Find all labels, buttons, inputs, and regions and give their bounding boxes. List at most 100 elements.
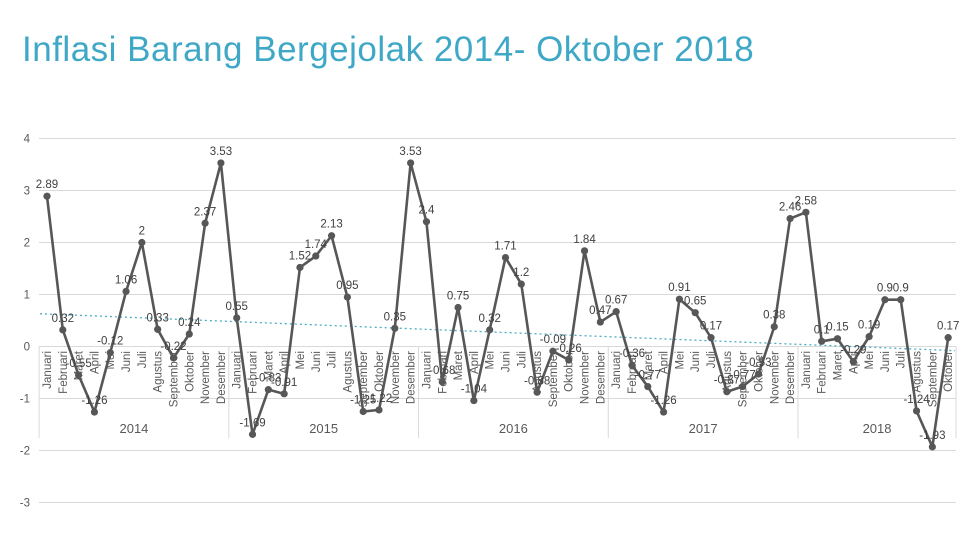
data-label: 0.24 <box>178 317 201 329</box>
data-label: -0.22 <box>160 341 186 353</box>
data-label: -1.26 <box>81 395 107 407</box>
data-point-marker <box>59 326 67 334</box>
month-label: Mei <box>295 351 307 370</box>
data-point-marker <box>217 159 225 167</box>
data-point-marker <box>754 370 763 378</box>
month-label: September <box>168 351 180 407</box>
inflation-series-line <box>45 161 950 449</box>
month-label: April <box>89 351 101 374</box>
data-point-marker <box>185 330 193 338</box>
data-point-marker <box>422 218 431 226</box>
month-label: April <box>659 351 671 374</box>
month-label: Desember <box>216 351 228 404</box>
year-label: 2017 <box>689 421 718 436</box>
month-label: Juni <box>500 351 512 372</box>
data-point-marker <box>612 308 620 316</box>
data-label: -1.24 <box>903 394 930 406</box>
month-label: Januari <box>42 351 54 389</box>
data-label: 0.1 <box>814 324 830 336</box>
data-label: -1.26 <box>650 395 676 407</box>
y-tick-label: 1 <box>24 290 30 302</box>
month-label: Maret <box>453 350 465 380</box>
y-tick-label: -1 <box>20 394 30 406</box>
month-label: Juli <box>137 351 149 368</box>
data-label: -1.25 <box>350 395 376 407</box>
data-point-marker <box>897 296 905 304</box>
data-point-marker <box>169 354 178 362</box>
y-tick-label: -2 <box>20 446 30 458</box>
data-point-marker <box>549 347 557 355</box>
data-label: -0.68 <box>429 365 455 377</box>
data-label: -0.77 <box>635 370 661 382</box>
month-label: November <box>769 351 781 404</box>
month-label: Juli <box>327 351 339 368</box>
data-point-marker <box>75 371 83 379</box>
data-point-marker <box>659 408 668 416</box>
data-label: 2.13 <box>320 219 342 231</box>
data-point-marker <box>818 337 826 345</box>
data-label: 0.95 <box>336 280 358 292</box>
data-point-marker <box>454 303 462 312</box>
month-label: Juli <box>896 351 908 368</box>
data-label: -0.77 <box>730 370 756 382</box>
data-label: 2.89 <box>36 179 58 191</box>
month-label: Oktober <box>374 351 386 392</box>
year-label: 2014 <box>119 421 148 436</box>
data-point-marker <box>122 287 130 295</box>
data-point-marker <box>486 326 494 334</box>
month-label: Mei <box>485 351 497 370</box>
data-label: 1.71 <box>494 241 516 253</box>
gridlines <box>39 138 956 503</box>
data-point-marker <box>865 333 873 341</box>
month-label: Maret <box>263 350 275 380</box>
data-point-marker <box>928 443 936 451</box>
data-point-marker <box>233 314 241 322</box>
data-point-marker <box>391 324 399 332</box>
data-point-marker <box>739 382 747 391</box>
data-label: -0.88 <box>524 375 550 387</box>
data-point-marker <box>438 378 446 386</box>
data-points <box>43 159 952 451</box>
data-label: 0.17 <box>937 321 959 333</box>
month-label: Mei <box>864 351 876 370</box>
month-label: Januari <box>611 351 623 389</box>
data-label: 0.47 <box>589 305 611 317</box>
data-point-marker <box>786 214 794 223</box>
data-label: -1.22 <box>366 393 392 405</box>
data-label: -0.55 <box>66 358 92 370</box>
month-label: Desember <box>785 351 797 404</box>
data-point-marker <box>201 219 209 227</box>
data-point-marker <box>596 318 604 326</box>
data-point-marker <box>833 335 842 343</box>
month-label: Agustus <box>912 351 924 393</box>
data-label: 0.35 <box>384 311 406 323</box>
data-label: -0.26 <box>556 343 582 355</box>
data-label: -0.29 <box>840 345 866 357</box>
data-point-marker <box>43 192 51 200</box>
data-label: 1.52 <box>289 250 311 262</box>
month-label: April <box>469 351 481 374</box>
month-label: Juni <box>311 351 323 372</box>
data-label: -0.87 <box>714 375 740 387</box>
data-label: 0.32 <box>478 313 500 325</box>
data-point-marker <box>296 263 304 272</box>
data-label: -1.69 <box>239 417 265 429</box>
data-point-marker <box>375 406 383 414</box>
data-label: 2.37 <box>194 206 216 218</box>
month-label: Desember <box>595 351 607 404</box>
data-label: -1.04 <box>461 384 488 396</box>
month-label: November <box>580 351 592 404</box>
data-point-marker <box>264 386 272 394</box>
month-label: Februari <box>58 351 70 394</box>
data-point-marker <box>327 232 336 240</box>
data-point-marker <box>154 325 162 333</box>
data-point-marker <box>691 309 699 317</box>
data-labels: 2.89 0.32 -0.55 -1.26 -0.12 1.06 2 0.33 -0.22 0.2… <box>36 146 960 442</box>
data-point-marker <box>501 253 510 262</box>
month-label: Februari <box>817 351 829 394</box>
month-label: Oktober <box>184 351 196 392</box>
month-label: Juni <box>690 351 702 372</box>
month-label: Agustus <box>342 351 354 393</box>
